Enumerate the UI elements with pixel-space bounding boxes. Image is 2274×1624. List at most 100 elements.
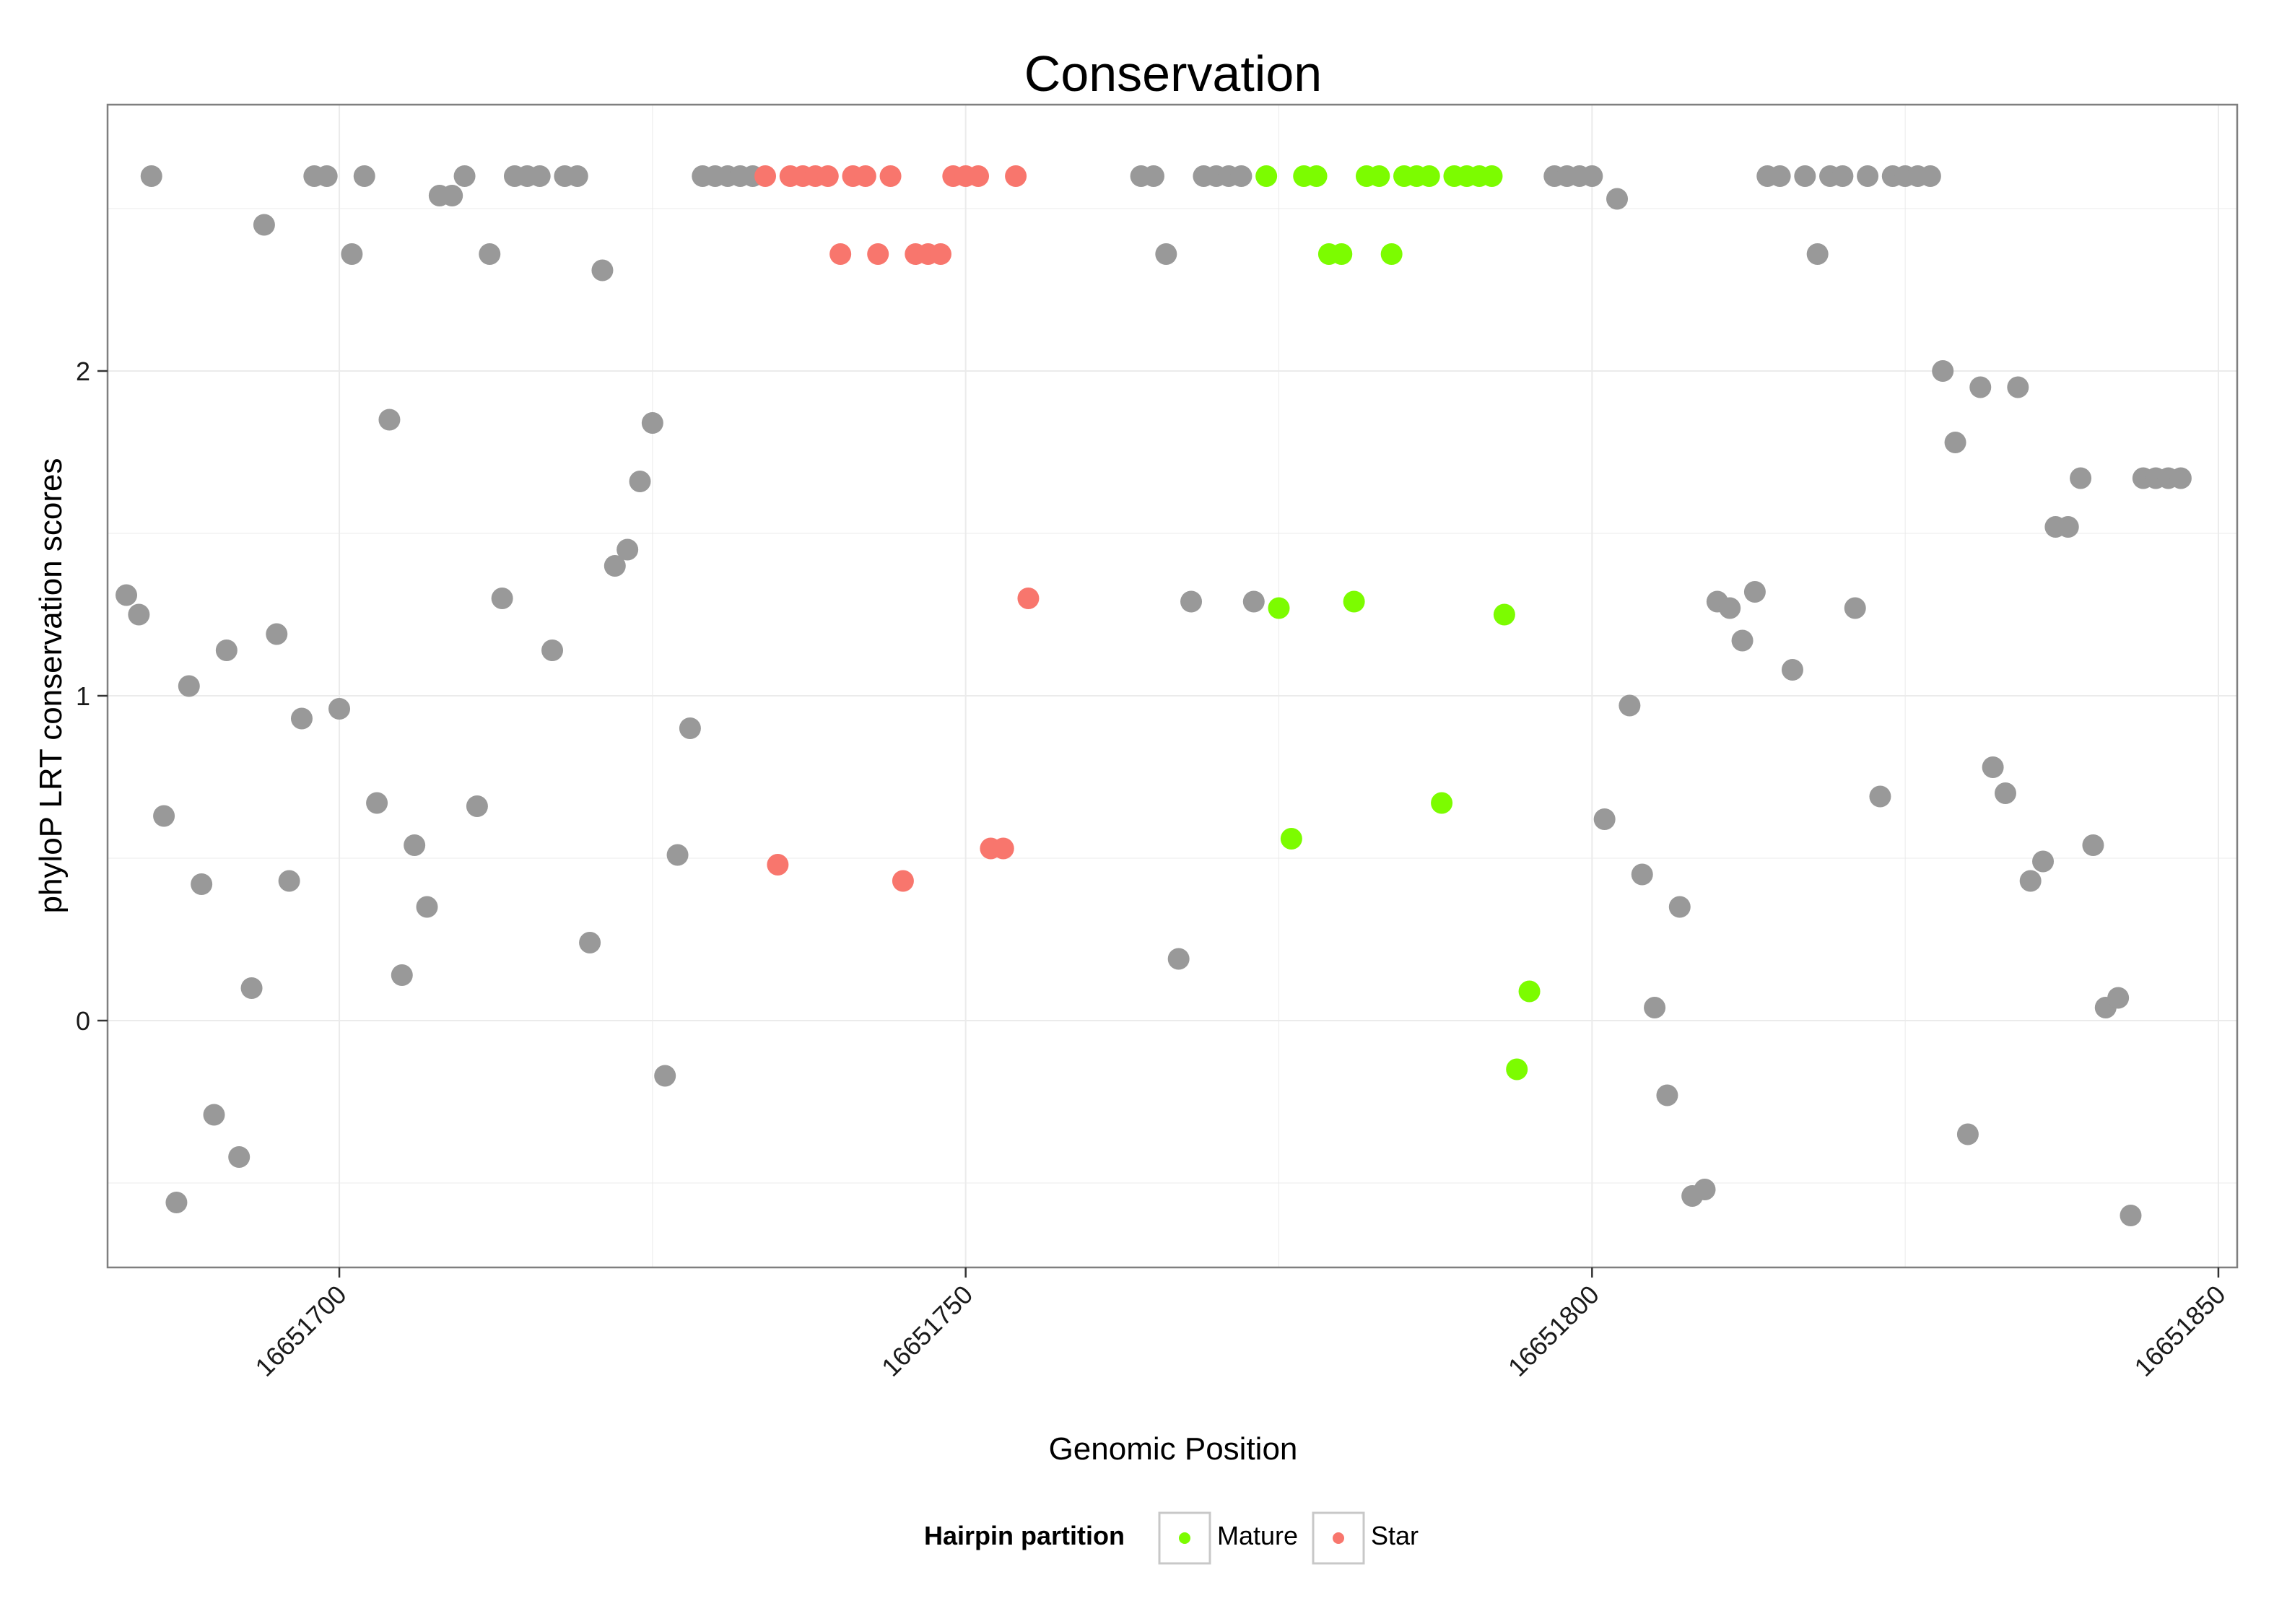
point-other <box>191 873 213 895</box>
point-other <box>479 243 501 265</box>
legend-swatch-star <box>1333 1532 1344 1544</box>
point-other <box>378 409 401 431</box>
plot-panel <box>108 105 2237 1267</box>
point-other <box>1844 597 1866 619</box>
point-other <box>1631 863 1653 886</box>
point-other <box>441 185 463 206</box>
point-other <box>2007 376 2029 398</box>
point-other <box>2019 870 2042 892</box>
point-other <box>165 1192 188 1213</box>
point-other <box>153 805 175 827</box>
point-other <box>1794 165 1816 187</box>
point-other <box>1743 581 1766 603</box>
point-other <box>290 707 313 730</box>
point-other <box>1656 1084 1678 1106</box>
point-other <box>240 977 263 999</box>
point-star <box>867 243 889 265</box>
point-other <box>253 214 275 236</box>
point-other <box>366 792 388 814</box>
point-other <box>140 165 162 187</box>
point-other <box>1167 948 1190 970</box>
legend: Hairpin partition Mature Star <box>924 1511 1419 1565</box>
point-mature <box>1493 603 1515 626</box>
point-mature <box>1518 980 1541 1003</box>
point-other <box>1857 165 1879 187</box>
point-other <box>629 471 651 492</box>
y-tick-label: 2 <box>76 357 90 386</box>
point-other <box>416 896 438 918</box>
chart-title: Conservation <box>1024 45 1322 102</box>
point-mature <box>1330 243 1353 265</box>
point-other <box>1994 782 2016 804</box>
point-mature <box>1418 165 1440 187</box>
point-other <box>679 717 701 739</box>
point-other <box>116 584 138 606</box>
point-other <box>128 603 150 626</box>
point-mature <box>1368 165 1390 187</box>
point-other <box>604 555 626 577</box>
point-other <box>266 623 288 645</box>
point-other <box>1668 896 1691 918</box>
point-other <box>1731 629 1754 652</box>
point-other <box>203 1104 225 1126</box>
point-other <box>1806 243 1829 265</box>
point-star <box>967 165 990 187</box>
point-other <box>491 588 513 609</box>
point-other <box>1869 785 1891 808</box>
legend-swatch-mature <box>1179 1532 1190 1544</box>
point-star <box>992 837 1014 860</box>
point-other <box>1230 165 1253 187</box>
point-mature <box>1268 597 1290 619</box>
point-other <box>1769 165 1791 187</box>
point-mature <box>1481 165 1503 187</box>
point-other <box>2032 850 2055 873</box>
point-other <box>1831 165 1854 187</box>
point-star <box>892 870 914 892</box>
data-points <box>116 165 2192 1226</box>
y-tick-label: 0 <box>76 1006 90 1036</box>
point-other <box>328 698 351 720</box>
point-other <box>654 1065 676 1087</box>
point-star <box>1005 165 1027 187</box>
point-star <box>829 243 852 265</box>
point-mature <box>1431 792 1453 814</box>
point-other <box>2082 834 2104 856</box>
point-other <box>1982 756 2004 778</box>
point-other <box>579 932 601 953</box>
legend-title: Hairpin partition <box>924 1521 1125 1550</box>
point-other <box>2107 987 2130 1009</box>
point-other <box>1781 659 1803 681</box>
point-other <box>1694 1179 1716 1200</box>
point-star <box>879 165 902 187</box>
legend-label-mature: Mature <box>1217 1521 1298 1550</box>
point-other <box>1919 165 1941 187</box>
point-other <box>1606 188 1629 210</box>
point-other <box>1644 997 1666 1018</box>
point-other <box>641 412 663 434</box>
point-other <box>541 639 564 661</box>
point-other <box>453 165 476 187</box>
point-star <box>929 243 951 265</box>
y-axis-title: phyloP LRT conservation scores <box>33 458 69 913</box>
point-other <box>1242 590 1265 613</box>
y-tick-label: 1 <box>76 681 90 711</box>
point-other <box>178 675 200 697</box>
point-other <box>1581 165 1603 187</box>
point-other <box>466 795 488 817</box>
point-mature <box>1506 1058 1528 1081</box>
point-other <box>2070 467 2092 489</box>
point-other <box>391 964 413 986</box>
point-star <box>1017 588 1040 609</box>
point-mature <box>1380 243 1403 265</box>
point-other <box>1180 590 1203 613</box>
point-star <box>854 165 876 187</box>
point-star <box>816 165 839 187</box>
point-other <box>1944 432 1966 453</box>
point-other <box>1969 376 1992 398</box>
point-mature <box>1305 165 1328 187</box>
point-other <box>2120 1205 2142 1226</box>
point-other <box>591 259 614 281</box>
plot-border <box>106 103 2239 1269</box>
point-other <box>1932 360 1954 382</box>
point-other <box>2169 467 2192 489</box>
